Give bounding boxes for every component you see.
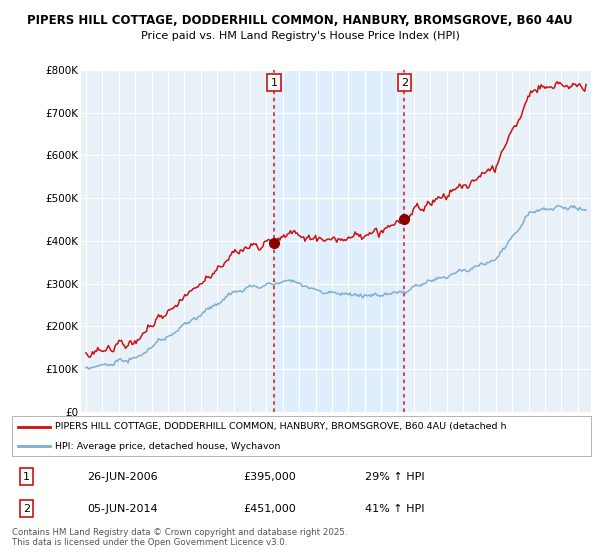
Text: £395,000: £395,000 [244,472,296,482]
Text: 2: 2 [23,504,30,514]
Text: 26-JUN-2006: 26-JUN-2006 [87,472,158,482]
Text: 2: 2 [401,78,408,88]
Text: 29% ↑ HPI: 29% ↑ HPI [365,472,425,482]
Text: £451,000: £451,000 [244,504,296,514]
Text: Contains HM Land Registry data © Crown copyright and database right 2025.
This d: Contains HM Land Registry data © Crown c… [12,528,347,547]
Text: PIPERS HILL COTTAGE, DODDERHILL COMMON, HANBURY, BROMSGROVE, B60 4AU (detached h: PIPERS HILL COTTAGE, DODDERHILL COMMON, … [55,422,507,431]
Text: 41% ↑ HPI: 41% ↑ HPI [365,504,425,514]
Text: 1: 1 [23,472,30,482]
Text: HPI: Average price, detached house, Wychavon: HPI: Average price, detached house, Wych… [55,442,281,451]
Bar [274,70,404,412]
Text: 1: 1 [271,78,278,88]
Text: 05-JUN-2014: 05-JUN-2014 [87,504,158,514]
Text: Price paid vs. HM Land Registry's House Price Index (HPI): Price paid vs. HM Land Registry's House … [140,31,460,41]
Text: PIPERS HILL COTTAGE, DODDERHILL COMMON, HANBURY, BROMSGROVE, B60 4AU: PIPERS HILL COTTAGE, DODDERHILL COMMON, … [27,14,573,27]
